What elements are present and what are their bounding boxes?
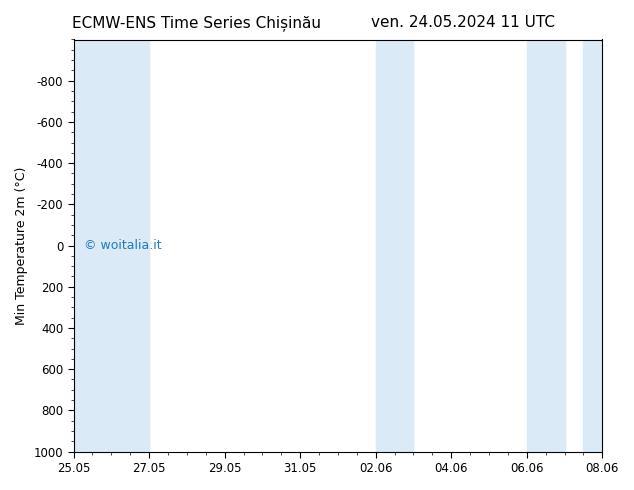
Y-axis label: Min Temperature 2m (°C): Min Temperature 2m (°C) xyxy=(15,166,28,325)
Bar xyxy=(376,40,413,452)
Text: ven. 24.05.2024 11 UTC: ven. 24.05.2024 11 UTC xyxy=(371,15,555,30)
Text: ECMW-ENS Time Series Chișinău: ECMW-ENS Time Series Chișinău xyxy=(72,15,321,30)
Bar xyxy=(74,40,149,452)
Bar xyxy=(527,40,564,452)
Text: © woitalia.it: © woitalia.it xyxy=(84,239,162,252)
Bar xyxy=(583,40,602,452)
